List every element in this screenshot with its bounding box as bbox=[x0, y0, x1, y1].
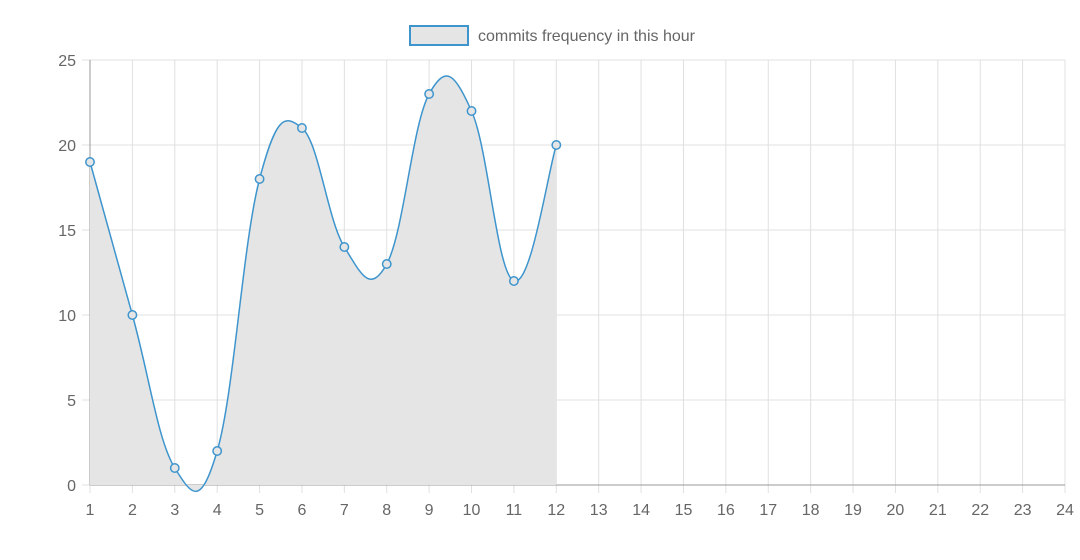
x-tick-label: 19 bbox=[844, 502, 862, 519]
x-tick-label: 5 bbox=[255, 502, 264, 519]
data-point[interactable] bbox=[169, 463, 180, 473]
x-tick-label: 15 bbox=[675, 502, 693, 519]
x-tick-label: 1 bbox=[86, 502, 95, 519]
y-tick-label: 15 bbox=[58, 223, 76, 240]
series-line-path bbox=[89, 75, 558, 492]
data-point[interactable] bbox=[551, 140, 562, 150]
x-tick-label: 14 bbox=[632, 502, 650, 519]
data-point[interactable] bbox=[254, 174, 265, 184]
series-line bbox=[89, 75, 558, 492]
data-point[interactable] bbox=[424, 89, 435, 99]
data-point[interactable] bbox=[508, 276, 519, 286]
legend[interactable]: commits frequency in this hour bbox=[409, 25, 696, 46]
x-tick-label: 9 bbox=[425, 502, 434, 519]
y-tick-labels: 0 5 10 15 20 25 bbox=[58, 53, 76, 495]
x-tick-label: 8 bbox=[382, 502, 391, 519]
x-tick-labels: 1 2 3 4 5 6 7 8 9 10 11 12 13 14 15 16 17 18 19 20 21 22 23 24 bbox=[86, 502, 1074, 519]
x-tick-label: 21 bbox=[929, 502, 947, 519]
x-tick-label: 22 bbox=[971, 502, 989, 519]
data-point[interactable] bbox=[466, 106, 477, 116]
x-tick-label: 18 bbox=[802, 502, 820, 519]
x-tick-label: 13 bbox=[590, 502, 608, 519]
y-tick-label: 5 bbox=[67, 393, 76, 410]
x-tick-label: 16 bbox=[717, 502, 735, 519]
legend-label[interactable]: commits frequency in this hour bbox=[478, 28, 696, 45]
series-area bbox=[90, 75, 557, 492]
data-point[interactable] bbox=[339, 242, 350, 252]
x-tick-label: 11 bbox=[506, 502, 523, 519]
legend-swatch[interactable] bbox=[409, 25, 469, 46]
x-tick-label: 23 bbox=[1014, 502, 1032, 519]
data-point[interactable] bbox=[212, 446, 223, 456]
x-tick-label: 7 bbox=[340, 502, 349, 519]
y-tick-label: 25 bbox=[58, 53, 76, 70]
x-tick-label: 3 bbox=[170, 502, 179, 519]
y-tick-label: 20 bbox=[58, 138, 76, 155]
y-tick-label: 10 bbox=[58, 308, 76, 325]
x-tick-label: 2 bbox=[128, 502, 137, 519]
data-points bbox=[85, 89, 562, 473]
data-point[interactable] bbox=[297, 123, 307, 133]
data-point[interactable] bbox=[85, 157, 95, 167]
y-tick-label: 0 bbox=[67, 478, 76, 495]
x-tick-label: 12 bbox=[547, 502, 565, 519]
data-point[interactable] bbox=[381, 259, 392, 269]
x-tick-label: 20 bbox=[887, 502, 905, 519]
x-tick-label: 24 bbox=[1056, 502, 1074, 519]
x-tick-label: 6 bbox=[298, 502, 307, 519]
data-point[interactable] bbox=[127, 310, 138, 320]
x-tick-label: 17 bbox=[759, 502, 777, 519]
x-tick-label: 4 bbox=[213, 502, 222, 519]
x-tick-label: 10 bbox=[463, 502, 481, 519]
area-fill bbox=[90, 75, 557, 492]
